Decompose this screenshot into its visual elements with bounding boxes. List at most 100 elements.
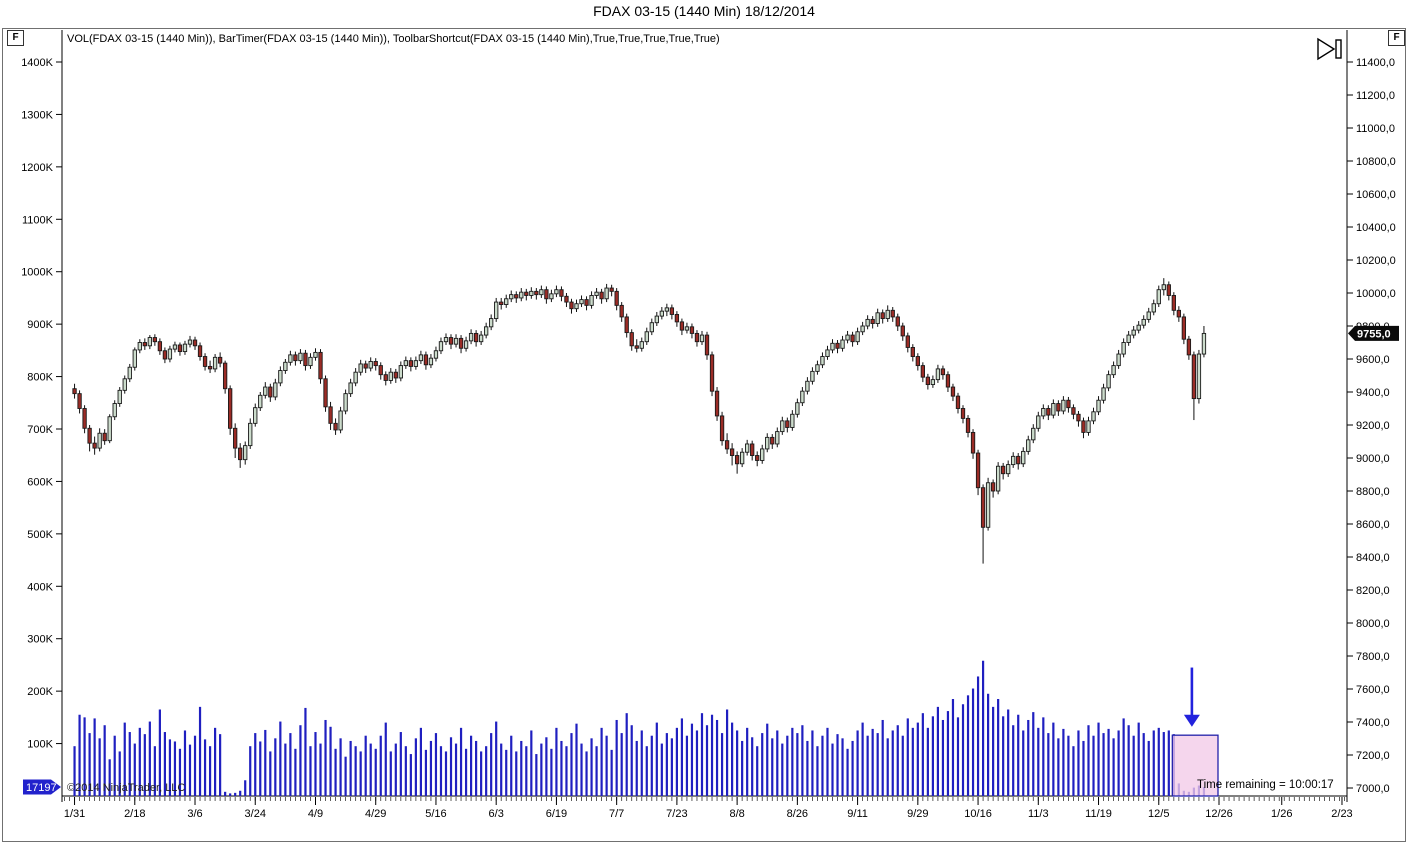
volume-bar [761, 733, 764, 796]
copyright-label: ©2014 NinjaTrader, LLC [67, 782, 186, 794]
volume-bar [901, 735, 904, 796]
candle [875, 312, 880, 324]
candle [433, 350, 439, 359]
volume-bar [289, 733, 292, 796]
volume-bar [459, 727, 463, 796]
volume-bar [1022, 730, 1025, 796]
candle [207, 365, 213, 370]
candle [770, 436, 775, 445]
volume-bar [715, 719, 719, 796]
volume-bar [193, 735, 197, 796]
candle [157, 341, 163, 352]
candle [800, 390, 805, 404]
volume-bar [560, 740, 563, 796]
candle [1046, 408, 1051, 416]
volume-bar [520, 740, 523, 796]
candle [649, 322, 654, 333]
volume-bar [490, 733, 493, 796]
candle [524, 291, 529, 296]
candle [815, 364, 820, 372]
svg-text:1200K: 1200K [21, 162, 53, 174]
volume-bar [249, 746, 252, 796]
svg-text:5/16: 5/16 [425, 808, 446, 820]
candle [634, 345, 639, 349]
candle [945, 374, 951, 388]
candle [172, 344, 178, 350]
svg-text:8800,0: 8800,0 [1356, 486, 1390, 498]
volume-bar [208, 746, 212, 796]
candle [594, 291, 599, 296]
volume-bar [831, 743, 834, 796]
volume-bar [620, 733, 623, 796]
f-icon-top-left[interactable]: F [7, 30, 24, 46]
volume-bar [976, 676, 980, 796]
volume-bar [439, 746, 443, 796]
candle [810, 370, 815, 382]
volume-bar [876, 733, 879, 796]
volume-bar [1027, 719, 1030, 796]
candle [1166, 284, 1171, 296]
volume-bar [314, 732, 317, 796]
candle [930, 379, 936, 386]
candle [1141, 318, 1146, 326]
candle [529, 290, 534, 296]
volume-bar [234, 792, 237, 796]
svg-text:6/3: 6/3 [489, 808, 504, 820]
volume-bar [444, 751, 448, 796]
volume-axis: 100K 200K 300K 400K 500K 600K 700K 800K 900K 1000… [21, 57, 62, 751]
volume-bar [1062, 728, 1065, 796]
candle [915, 356, 920, 367]
candle [167, 348, 173, 360]
svg-text:7200,0: 7200,0 [1356, 750, 1390, 762]
volume-bar [148, 721, 151, 796]
volume-bar [796, 733, 799, 796]
svg-text:7000,0: 7000,0 [1356, 783, 1390, 795]
play-to-end-icon[interactable] [1317, 37, 1342, 61]
candle [197, 345, 203, 357]
volume-bar [1092, 735, 1095, 796]
candle [995, 465, 1001, 492]
candle [765, 436, 770, 450]
candle [107, 416, 112, 442]
volume-bar [1132, 735, 1135, 796]
svg-text:12/5: 12/5 [1148, 808, 1169, 820]
price-marker-badge: 9755,0 [1348, 325, 1399, 341]
volume-bar [1087, 725, 1090, 796]
candle [900, 325, 905, 337]
candle [217, 356, 223, 364]
volume-bar [419, 727, 422, 796]
volume-bar [675, 727, 678, 796]
volume-bar [585, 751, 588, 796]
svg-text:9600,0: 9600,0 [1356, 354, 1390, 366]
svg-text:8/8: 8/8 [729, 808, 744, 820]
volume-bar [645, 746, 648, 796]
volume-bar [173, 741, 177, 796]
volume-bar [244, 780, 247, 796]
volume-bar [284, 743, 287, 796]
candle [152, 337, 158, 343]
candle [222, 362, 228, 390]
candle [1126, 334, 1131, 343]
window-title: FDAX 03-15 (1440 Min) 18/12/2014 [593, 3, 815, 19]
volume-bar [1042, 717, 1045, 796]
time-remaining-label: Time remaining = 10:00:17 [1197, 779, 1334, 791]
f-icon-top-right[interactable]: F [1388, 30, 1405, 46]
volume-bar [545, 737, 548, 796]
x-axis: 1/31 2/18 3/6 3/24 4/9 4/29 5/16 6/3 6/19 7/7 7/23… [64, 797, 1353, 820]
volume-bar [319, 743, 322, 796]
candle [308, 356, 313, 367]
candle [398, 365, 403, 379]
volume-bar [269, 751, 272, 796]
volume-bar [1167, 730, 1170, 796]
volume-bar [600, 727, 603, 796]
volume-bar [720, 733, 724, 796]
candle [619, 304, 624, 318]
volume-bar [414, 738, 417, 796]
candle [243, 445, 248, 461]
candle [484, 326, 489, 336]
candle [1051, 403, 1056, 416]
candle [674, 314, 680, 323]
volume-bar [846, 748, 849, 796]
volume-bar [640, 730, 643, 796]
